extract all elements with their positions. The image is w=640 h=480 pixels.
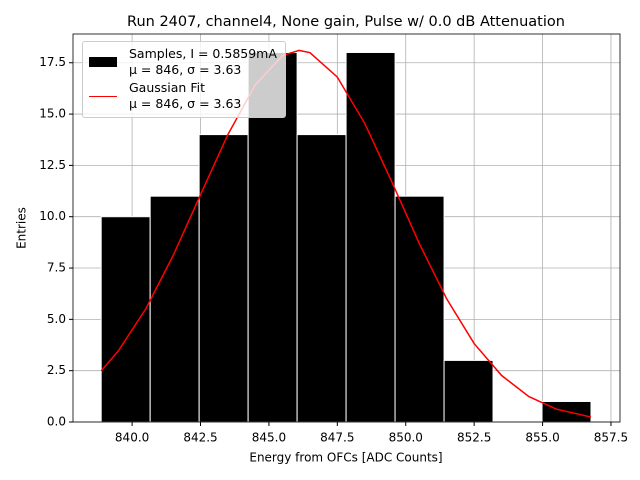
legend-entry: Samples, I = 0.5859mA μ = 846, σ = 3.63 [89,46,277,78]
y-tick-label: 10.0 [39,209,66,223]
y-axis-label: Entries [15,207,29,249]
x-tick-label: 855.0 [525,431,559,445]
bar [296,134,347,423]
x-axis-label: Energy from OFCs [ADC Counts] [249,451,442,465]
y-tick-label: 5.0 [47,312,66,326]
bar [345,51,396,423]
legend-entry: Gaussian Fit μ = 846, σ = 3.63 [89,80,277,112]
y-tick-label: 12.5 [39,158,66,172]
y-tick-label: 0.0 [47,415,66,429]
x-tick-label: 840.0 [115,431,149,445]
x-tick-label: 850.0 [389,431,423,445]
x-tick-label: 857.5 [594,431,628,445]
x-tick-label: 842.5 [183,431,217,445]
legend-label: Gaussian Fit μ = 846, σ = 3.63 [129,80,242,111]
bar [198,134,249,423]
y-tick-label: 7.5 [47,261,66,275]
y-tick-label: 15.0 [39,107,66,121]
legend-label: Samples, I = 0.5859mA μ = 846, σ = 3.63 [129,46,277,77]
bar [394,195,445,423]
y-tick-label: 2.5 [47,363,66,377]
legend-swatch [89,57,117,67]
bars [100,51,592,423]
x-tick-label: 847.5 [320,431,354,445]
legend-swatch [89,95,117,97]
legend: Samples, I = 0.5859mA μ = 846, σ = 3.63 G… [82,41,286,118]
chart-title: Run 2407, channel4, None gain, Pulse w/ … [127,14,565,30]
bar [100,216,151,423]
x-tick-label: 845.0 [252,431,286,445]
bar [149,195,200,423]
plot-frame [72,33,621,423]
lines [100,49,592,418]
y-tick-label: 17.5 [39,55,66,69]
fit-line [100,49,592,418]
bar [443,359,494,423]
x-tick-label: 852.5 [457,431,491,445]
